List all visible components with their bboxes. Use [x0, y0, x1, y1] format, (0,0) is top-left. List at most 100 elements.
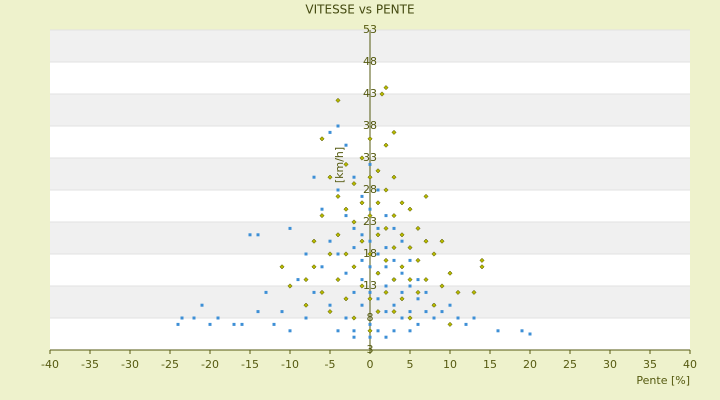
data-point: [319, 289, 325, 295]
data-point: [344, 316, 348, 320]
data-point: [216, 316, 220, 320]
data-point: [408, 329, 412, 333]
data-point: [431, 302, 437, 308]
data-point: [399, 232, 405, 238]
data-point: [232, 322, 236, 326]
data-point: [392, 303, 396, 307]
data-point: [439, 283, 445, 289]
data-point: [399, 264, 405, 270]
data-point: [391, 174, 397, 180]
data-point: [479, 257, 485, 263]
data-point: [400, 290, 404, 294]
data-point: [464, 322, 468, 326]
data-point: [368, 322, 372, 326]
data-point: [311, 264, 317, 270]
data-point: [424, 290, 428, 294]
data-point: [336, 329, 340, 333]
data-point: [379, 91, 385, 97]
data-point: [392, 226, 396, 230]
data-point: [287, 283, 293, 289]
data-point: [400, 316, 404, 320]
data-point: [360, 233, 364, 237]
data-point: [320, 265, 324, 269]
data-point: [408, 284, 412, 288]
y-tick-label: 33: [363, 151, 377, 164]
y-tick-label: 43: [363, 87, 377, 100]
data-point: [360, 303, 364, 307]
data-point: [192, 316, 196, 320]
data-point: [375, 270, 381, 276]
data-point: [383, 85, 389, 91]
data-point: [472, 316, 476, 320]
data-point: [367, 213, 373, 219]
data-point: [304, 316, 308, 320]
data-point: [383, 225, 389, 231]
x-tick-label: 35: [643, 358, 657, 371]
data-point: [272, 322, 276, 326]
x-tick-label: -35: [81, 358, 99, 371]
data-point: [288, 226, 292, 230]
data-point: [391, 129, 397, 135]
data-point: [384, 265, 388, 269]
y-tick-label: 38: [363, 119, 377, 132]
data-point: [200, 303, 204, 307]
data-point: [359, 238, 365, 244]
data-point: [368, 335, 372, 339]
x-tick-label: -30: [121, 358, 139, 371]
data-point: [496, 329, 500, 333]
data-point: [439, 238, 445, 244]
data-point: [408, 258, 412, 262]
x-tick-label: 40: [683, 358, 697, 371]
data-point: [367, 174, 373, 180]
data-point: [319, 213, 325, 219]
y-tick-label: 3: [367, 343, 374, 356]
data-point: [359, 155, 365, 161]
data-point: [520, 329, 524, 333]
data-point: [447, 270, 453, 276]
x-tick-label: 25: [563, 358, 577, 371]
data-point: [320, 207, 324, 211]
data-point: [343, 206, 349, 212]
data-point: [384, 214, 388, 218]
data-point: [288, 329, 292, 333]
data-point: [400, 271, 404, 275]
data-point: [367, 251, 373, 257]
data-point: [383, 257, 389, 263]
data-point: [248, 233, 252, 237]
data-point: [376, 297, 380, 301]
data-point: [384, 335, 388, 339]
data-point: [352, 175, 356, 179]
data-point: [432, 316, 436, 320]
data-point: [375, 232, 381, 238]
data-point: [424, 310, 428, 314]
data-point: [208, 322, 212, 326]
data-point: [359, 200, 365, 206]
data-point: [328, 130, 332, 134]
data-point: [479, 264, 485, 270]
data-point: [407, 245, 413, 251]
data-point: [391, 213, 397, 219]
data-point: [359, 283, 365, 289]
data-point: [279, 264, 285, 270]
data-point: [351, 219, 357, 225]
data-point: [448, 303, 452, 307]
x-tick-label: 5: [407, 358, 414, 371]
data-point: [336, 188, 340, 192]
data-point: [351, 264, 357, 270]
data-point: [384, 284, 388, 288]
x-tick-label: -15: [241, 358, 259, 371]
x-tick-label: -5: [325, 358, 336, 371]
data-point: [296, 278, 300, 282]
x-tick-label: 10: [443, 358, 457, 371]
data-point: [368, 239, 372, 243]
data-point: [352, 246, 356, 250]
data-point: [383, 187, 389, 193]
data-point: [383, 289, 389, 295]
data-point: [391, 245, 397, 251]
data-point: [367, 296, 373, 302]
data-point: [376, 188, 380, 192]
data-point: [351, 315, 357, 321]
y-tick-label: 53: [363, 23, 377, 36]
data-point: [431, 251, 437, 257]
x-tick-label: 0: [367, 358, 374, 371]
